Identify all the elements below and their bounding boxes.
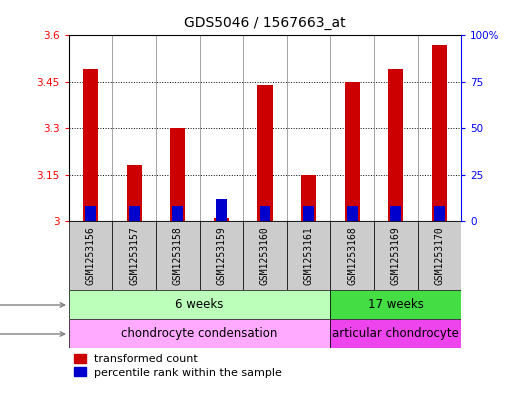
Text: 6 weeks: 6 weeks xyxy=(175,299,224,312)
Bar xyxy=(83,70,99,221)
Text: GSM1253169: GSM1253169 xyxy=(391,226,401,285)
Text: GSM1253160: GSM1253160 xyxy=(260,226,270,285)
Bar xyxy=(258,85,272,221)
Text: articular chondrocyte: articular chondrocyte xyxy=(332,327,459,340)
Bar xyxy=(287,221,330,290)
Bar xyxy=(330,320,461,349)
Bar xyxy=(344,82,360,221)
Bar xyxy=(69,221,112,290)
Bar xyxy=(390,206,401,221)
Text: chondrocyte condensation: chondrocyte condensation xyxy=(121,327,278,340)
Bar xyxy=(301,174,316,221)
Bar xyxy=(374,221,418,290)
Bar xyxy=(200,221,243,290)
Text: GSM1253157: GSM1253157 xyxy=(129,226,139,285)
Legend: transformed count, percentile rank within the sample: transformed count, percentile rank withi… xyxy=(74,354,282,378)
Text: development stage: development stage xyxy=(0,300,65,310)
Text: GSM1253156: GSM1253156 xyxy=(86,226,96,285)
Bar xyxy=(69,290,330,320)
Text: 17 weeks: 17 weeks xyxy=(368,299,423,312)
Bar xyxy=(330,221,374,290)
Bar xyxy=(260,206,270,221)
Bar xyxy=(156,221,200,290)
Bar xyxy=(170,128,185,221)
Bar xyxy=(127,165,142,221)
Text: GSM1253168: GSM1253168 xyxy=(347,226,357,285)
Bar xyxy=(330,290,461,320)
Bar xyxy=(303,206,314,221)
Bar xyxy=(216,198,227,221)
Bar xyxy=(388,70,403,221)
Text: GSM1253170: GSM1253170 xyxy=(434,226,444,285)
Bar xyxy=(347,206,358,221)
Text: GSM1253159: GSM1253159 xyxy=(216,226,226,285)
Bar xyxy=(434,206,445,221)
Title: GDS5046 / 1567663_at: GDS5046 / 1567663_at xyxy=(184,16,346,30)
Bar xyxy=(432,45,447,221)
Bar xyxy=(243,221,287,290)
Bar xyxy=(69,320,330,349)
Bar xyxy=(418,221,461,290)
Bar xyxy=(172,206,183,221)
Text: GSM1253158: GSM1253158 xyxy=(173,226,183,285)
Text: GSM1253161: GSM1253161 xyxy=(304,226,314,285)
Bar xyxy=(85,206,96,221)
Text: cell type: cell type xyxy=(0,329,65,339)
Bar xyxy=(214,218,229,221)
Bar xyxy=(112,221,156,290)
Bar xyxy=(129,206,140,221)
